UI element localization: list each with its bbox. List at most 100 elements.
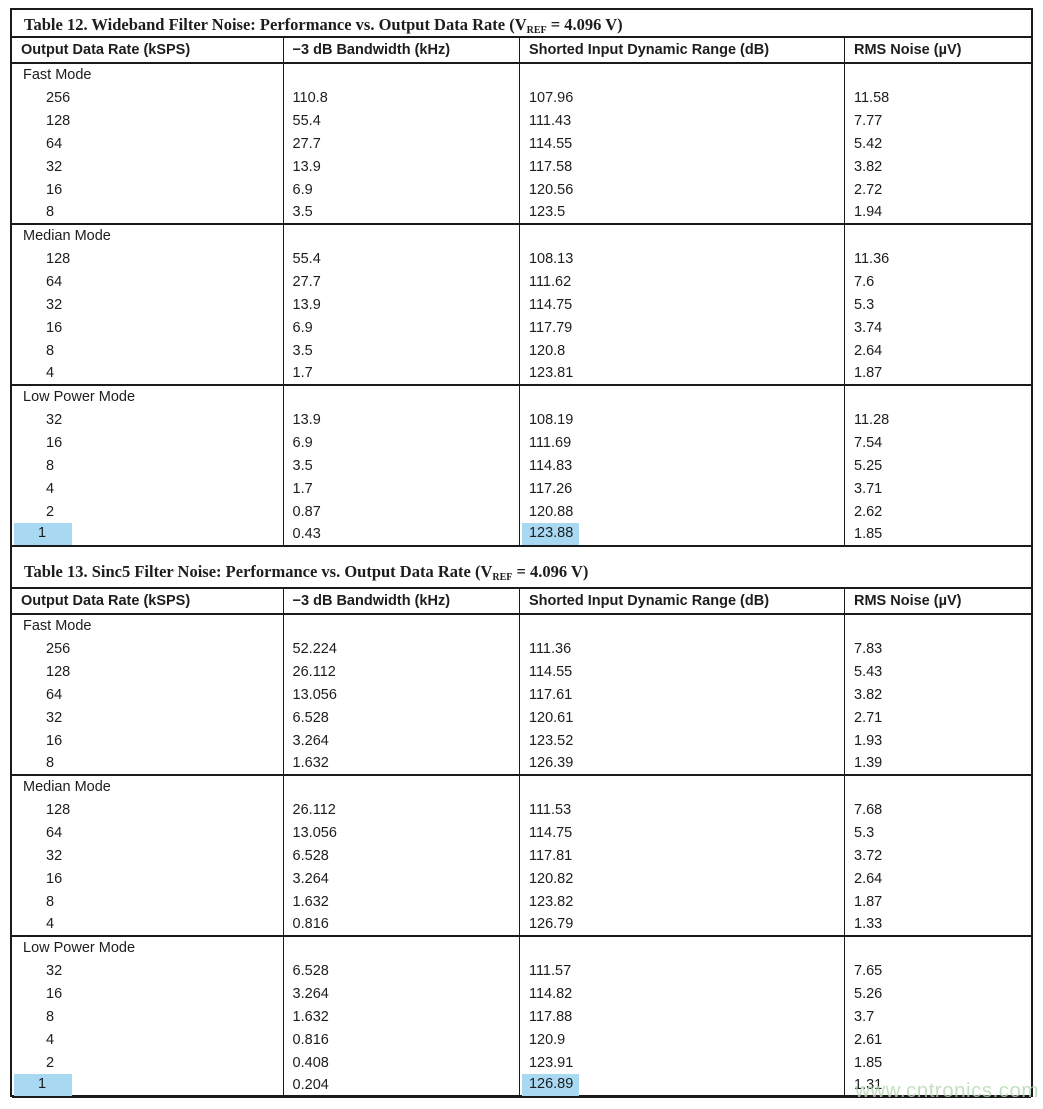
watermark: www.cntronics.com	[855, 1079, 1039, 1102]
section-empty-cell	[282, 613, 520, 637]
cell-dr: 111.69	[518, 431, 845, 454]
table12-header-row: Output Data Rate (kSPS) −3 dB Bandwidth …	[12, 37, 1031, 64]
cell-rms: 7.77	[844, 109, 1031, 132]
cell-dr: 114.55	[518, 660, 845, 683]
cell-odr: 128	[46, 112, 71, 129]
cell-dr: 117.79	[518, 316, 845, 339]
cell-bw: 1.7	[282, 362, 520, 385]
cell-odr: 64	[46, 824, 63, 841]
cell-bw: 1.632	[282, 752, 520, 775]
highlighted-value: 1	[14, 1074, 72, 1096]
data-row: 4 1.7 117.26 3.71	[12, 477, 1031, 500]
table13-body: Fast Mode 256 52.224 111.36 7.83 128 26.112 114…	[12, 613, 1031, 1097]
cell-dr: 120.56	[518, 178, 845, 201]
cell-dr: 126.89	[518, 1074, 845, 1097]
section-label: Fast Mode	[12, 62, 284, 86]
table13-title-text: Table 13. Sinc5 Filter Noise: Performanc…	[24, 562, 493, 581]
data-row: 64 27.7 114.55 5.42	[12, 132, 1031, 155]
cell-rms: 3.82	[844, 155, 1031, 178]
cell-rms: 3.7	[844, 1005, 1031, 1028]
cell-bw: 13.056	[282, 821, 520, 844]
cell-dr: 108.13	[518, 247, 845, 270]
cell-dr: 114.75	[518, 293, 845, 316]
table13-title-tail: = 4.096 V)	[512, 562, 589, 581]
cell-bw: 0.87	[282, 500, 520, 523]
cell-bw: 3.264	[282, 982, 520, 1005]
cell-rms: 3.74	[844, 316, 1031, 339]
data-row: 16 3.264 114.82 5.26	[12, 982, 1031, 1005]
col-header-dynamic-range: Shorted Input Dynamic Range (dB)	[518, 37, 845, 64]
cell-rms: 2.72	[844, 178, 1031, 201]
cell-odr: 128	[46, 663, 71, 680]
cell-rms: 2.64	[844, 867, 1031, 890]
cell-odr: 8	[46, 893, 55, 910]
section-empty-cell	[282, 62, 520, 86]
highlighted-value: 123.88	[521, 523, 580, 545]
table12-body: Fast Mode 256 110.8 107.96 11.58 128 55.4 111.4…	[12, 62, 1031, 546]
data-row: 16 3.264 120.82 2.64	[12, 867, 1031, 890]
cell-dr: 114.55	[518, 132, 845, 155]
section-row: Median Mode	[12, 774, 1031, 798]
section-row: Fast Mode	[12, 62, 1031, 86]
cell-odr: 16	[46, 870, 63, 887]
cell-rms: 11.58	[844, 86, 1031, 109]
cell-odr: 16	[46, 434, 63, 451]
cell-dr: 123.81	[518, 362, 845, 385]
data-row: 2 0.87 120.88 2.62	[12, 500, 1031, 523]
cell-dr: 123.5	[518, 201, 845, 224]
data-row: 1 0.204 126.89 1.31	[12, 1074, 1031, 1097]
vref-subscript: REF	[492, 572, 513, 583]
cell-odr: 4	[46, 1031, 55, 1048]
cell-bw: 3.5	[282, 454, 520, 477]
cell-bw: 6.9	[282, 178, 520, 201]
section-empty-cell	[844, 774, 1031, 798]
section-empty-cell	[518, 62, 845, 86]
cell-dr: 120.82	[518, 867, 845, 890]
cell-bw: 26.112	[282, 798, 520, 821]
cell-dr: 114.82	[518, 982, 845, 1005]
cell-odr: 1	[12, 1074, 283, 1097]
cell-rms: 11.28	[844, 408, 1031, 431]
data-row: 128 55.4 111.43 7.77	[12, 109, 1031, 132]
data-row: 16 6.9 120.56 2.72	[12, 178, 1031, 201]
data-row: 64 27.7 111.62 7.6	[12, 270, 1031, 293]
cell-dr: 107.96	[518, 86, 845, 109]
data-row: 256 110.8 107.96 11.58	[12, 86, 1031, 109]
section-empty-cell	[844, 223, 1031, 247]
table12-block: Table 12. Wideband Filter Noise: Perform…	[12, 10, 1031, 547]
cell-bw: 3.264	[282, 729, 520, 752]
cell-bw: 6.9	[282, 316, 520, 339]
cell-odr: 32	[46, 158, 63, 175]
section-row: Low Power Mode	[12, 935, 1031, 959]
cell-bw: 0.816	[282, 1028, 520, 1051]
data-row: 32 6.528 111.57 7.65	[12, 959, 1031, 982]
section-row: Fast Mode	[12, 613, 1031, 637]
data-row: 32 13.9 108.19 11.28	[12, 408, 1031, 431]
cell-dr: 117.81	[518, 844, 845, 867]
cell-bw: 55.4	[282, 247, 520, 270]
col-header-output-data-rate: Output Data Rate (kSPS)	[12, 588, 284, 615]
cell-dr: 117.26	[518, 477, 845, 500]
cell-bw: 0.816	[282, 913, 520, 936]
data-row: 8 1.632 123.82 1.87	[12, 890, 1031, 913]
cell-odr: 8	[46, 755, 55, 771]
data-row: 128 55.4 108.13 11.36	[12, 247, 1031, 270]
cell-odr: 4	[46, 365, 55, 381]
cell-odr: 8	[46, 457, 55, 474]
cell-odr: 4	[46, 480, 55, 497]
section-empty-cell	[518, 223, 845, 247]
cell-dr: 123.52	[518, 729, 845, 752]
cell-bw: 13.056	[282, 683, 520, 706]
cell-dr: 111.57	[518, 959, 845, 982]
cell-dr: 117.58	[518, 155, 845, 178]
cell-rms: 1.87	[844, 890, 1031, 913]
cell-odr: 8	[46, 342, 55, 359]
col-header-bandwidth: −3 dB Bandwidth (kHz)	[282, 37, 520, 64]
data-row: 8 3.5 123.5 1.94	[12, 201, 1031, 224]
cell-bw: 55.4	[282, 109, 520, 132]
section-row: Median Mode	[12, 223, 1031, 247]
cell-rms: 3.71	[844, 477, 1031, 500]
cell-rms: 1.93	[844, 729, 1031, 752]
cell-rms: 5.25	[844, 454, 1031, 477]
cell-dr: 111.53	[518, 798, 845, 821]
